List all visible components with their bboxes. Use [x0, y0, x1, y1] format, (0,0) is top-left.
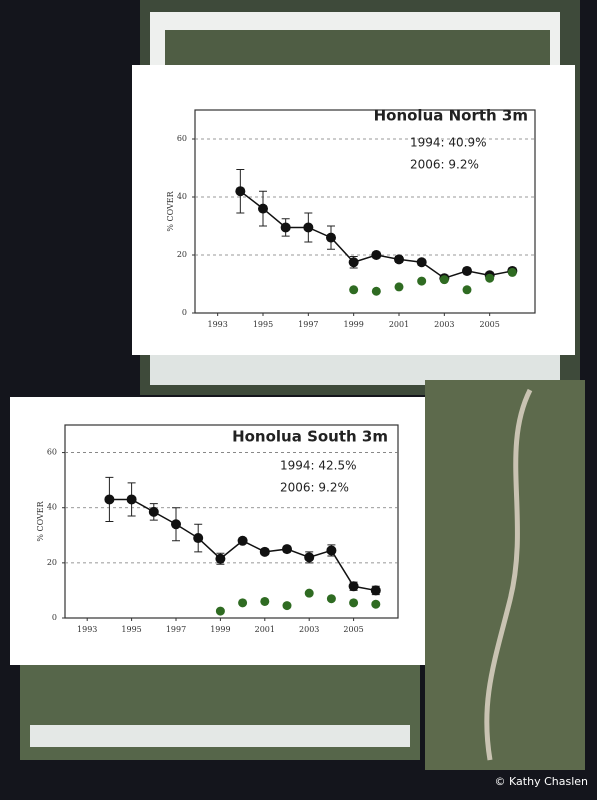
data-point [238, 598, 248, 608]
data-point [417, 276, 427, 286]
chart-title: Honolua North 3m [374, 107, 528, 125]
x-tick-label: 1993 [77, 625, 97, 634]
y-tick-label: 20 [177, 250, 187, 259]
data-point [348, 581, 359, 592]
data-point [237, 535, 248, 546]
data-point [235, 186, 246, 197]
data-point [439, 275, 449, 285]
data-point [370, 585, 381, 596]
data-point [416, 257, 427, 268]
y-tick-label: 0 [52, 613, 57, 622]
data-point [371, 286, 381, 296]
y-tick-label: 60 [47, 448, 57, 457]
data-point [394, 254, 404, 265]
data-point [326, 232, 336, 243]
annotation: 2006: 9.2% [280, 481, 349, 495]
data-point [282, 544, 292, 555]
data-point [371, 599, 381, 609]
data-point [349, 285, 359, 295]
x-tick-label: 1999 [343, 320, 363, 329]
data-point [462, 265, 472, 276]
annotation: 2006: 9.2% [410, 158, 479, 172]
y-tick-label: 40 [177, 192, 187, 201]
data-point [304, 588, 314, 598]
data-point [394, 282, 404, 292]
y-tick-label: 20 [47, 558, 57, 567]
x-tick-label: 1995 [121, 625, 141, 634]
data-point [371, 250, 382, 260]
x-tick-label: 1997 [166, 625, 186, 634]
data-point [259, 546, 270, 557]
plot-area [64, 424, 399, 619]
data-point [326, 545, 337, 556]
credit: © Kathy Chaslen [495, 775, 588, 788]
plot-area [194, 109, 536, 314]
data-point [282, 601, 292, 611]
data-point [171, 519, 181, 530]
annotation: 1994: 42.5% [280, 459, 357, 473]
x-tick-label: 2001 [389, 320, 409, 329]
x-tick-label: 2005 [479, 320, 499, 329]
data-point [348, 257, 359, 268]
data-point [326, 594, 336, 604]
y-tick-label: 40 [47, 503, 57, 512]
data-point [349, 598, 359, 608]
x-tick-label: 2003 [299, 625, 319, 634]
data-point [126, 494, 137, 505]
x-tick-label: 2001 [255, 625, 275, 634]
data-point [485, 273, 495, 283]
pvc-frame [30, 725, 410, 747]
x-tick-label: 2003 [434, 320, 454, 329]
road [484, 388, 533, 761]
y-tick-label: 0 [182, 308, 187, 317]
data-point [215, 606, 225, 616]
data-point [260, 596, 270, 606]
x-tick-label: 2005 [343, 625, 363, 634]
data-point [280, 222, 291, 233]
data-point [193, 533, 204, 544]
y-axis-label: % COVER [166, 190, 175, 231]
data-point [104, 494, 115, 505]
y-axis-label: % COVER [36, 500, 45, 541]
data-point [507, 267, 517, 277]
data-point [304, 552, 315, 563]
x-tick-label: 1993 [207, 320, 227, 329]
x-tick-label: 1995 [253, 320, 273, 329]
annotation: 1994: 40.9% [410, 136, 487, 150]
x-tick-label: 1997 [298, 320, 318, 329]
data-point [258, 203, 268, 214]
data-point [303, 222, 314, 233]
y-tick-label: 60 [177, 134, 187, 143]
chart-title: Honolua South 3m [232, 428, 388, 446]
x-tick-label: 1999 [210, 625, 230, 634]
data-point [215, 553, 226, 564]
data-point [462, 285, 472, 295]
data-point [148, 506, 159, 517]
coast-photo [425, 380, 585, 770]
